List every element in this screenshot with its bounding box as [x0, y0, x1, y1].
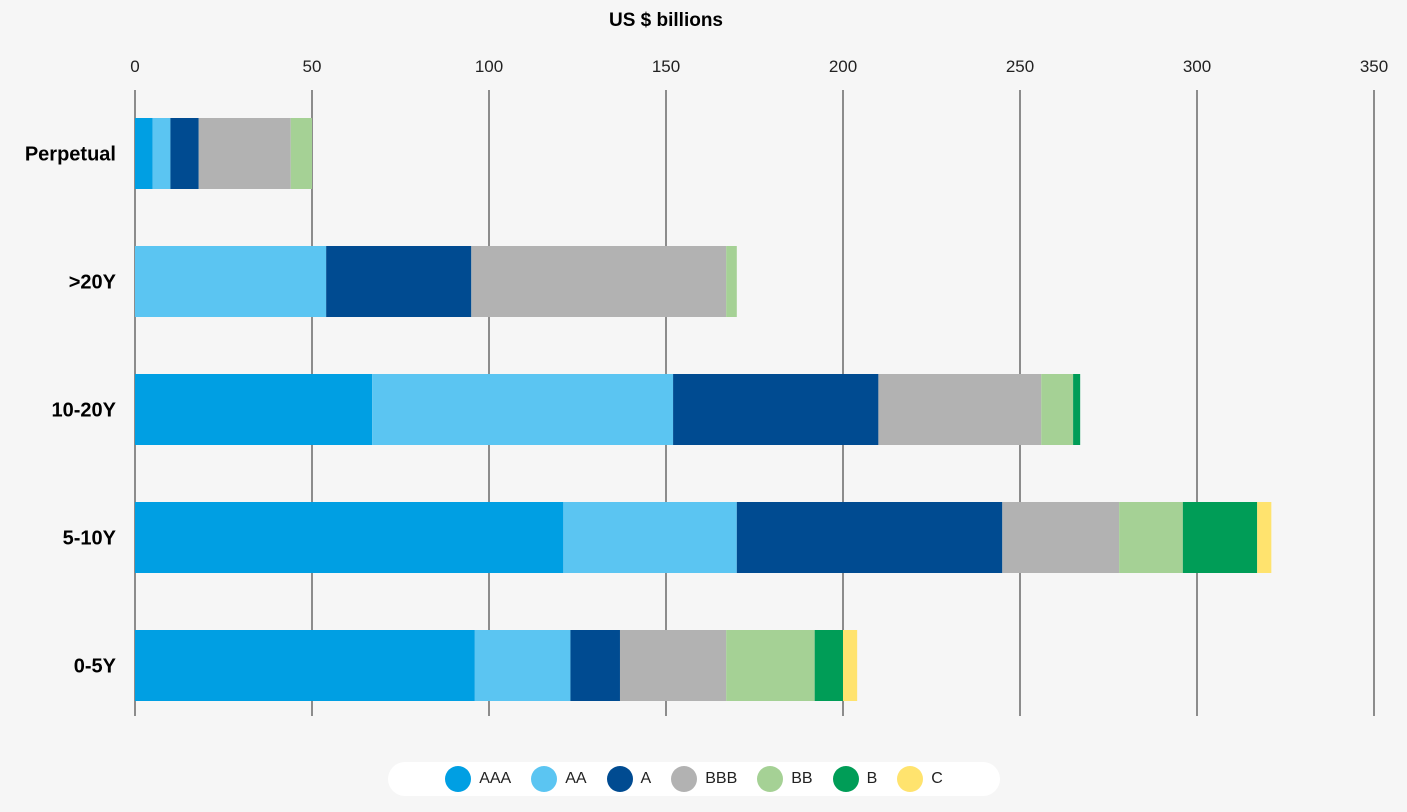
category-label: 5-10Y — [63, 528, 117, 550]
legend-label: AAA — [479, 770, 512, 787]
legend-swatch — [897, 766, 924, 792]
bar-bb-1 — [726, 246, 737, 317]
bar-b-3 — [1182, 502, 1258, 573]
category-label: 10-20Y — [52, 400, 117, 422]
legend: AAA AA A BBB BB B C — [388, 762, 1000, 796]
legend-item-bbb: BBB — [671, 766, 737, 792]
legend-item-a: A — [606, 766, 652, 792]
x-tick-label: 350 — [1360, 57, 1388, 76]
category-labels: Perpetual >20Y 10-20Y 5-10Y 0-5Y — [25, 144, 117, 678]
legend-item-c: C — [897, 766, 943, 792]
bar-bbb-4 — [619, 630, 727, 701]
bar-a-2 — [673, 374, 879, 445]
legend-swatch — [757, 766, 784, 792]
bar-c-3 — [1257, 502, 1272, 573]
legend-label: AA — [565, 770, 587, 787]
x-tick-label: 300 — [1183, 57, 1211, 76]
bar-c-4 — [843, 630, 858, 701]
legend-label: BB — [791, 770, 813, 787]
bar-a-4 — [570, 630, 620, 701]
legend-label: A — [640, 770, 652, 787]
bar-aaa-3 — [135, 502, 564, 573]
bar-aa-4 — [474, 630, 571, 701]
bar-aa-3 — [563, 502, 737, 573]
x-tick-label: 100 — [475, 57, 503, 76]
bar-bbb-0 — [198, 118, 291, 189]
category-label: Perpetual — [25, 144, 116, 166]
legend-swatch — [606, 766, 633, 792]
bar-b-2 — [1073, 374, 1081, 445]
bar-aaa-0 — [135, 118, 153, 189]
legend-swatch — [531, 766, 558, 792]
bar-aaa-2 — [135, 374, 373, 445]
bar-bbb-2 — [878, 374, 1042, 445]
bar-bbb-1 — [471, 246, 727, 317]
bar-bb-0 — [290, 118, 312, 189]
bar-bbb-3 — [1002, 502, 1120, 573]
legend-item-b: B — [832, 766, 878, 792]
bar-a-3 — [736, 502, 1003, 573]
x-tick-label: 250 — [1006, 57, 1034, 76]
x-axis-title: US $ billions — [609, 10, 723, 31]
legend-swatch — [832, 766, 859, 792]
legend-label: C — [931, 770, 943, 787]
x-tick-label: 0 — [130, 57, 139, 76]
bar-bb-4 — [726, 630, 815, 701]
bar-b-4 — [814, 630, 843, 701]
bar-a-0 — [170, 118, 199, 189]
category-label: >20Y — [69, 272, 117, 294]
bar-aa-2 — [372, 374, 674, 445]
legend-item-aa: AA — [531, 766, 587, 792]
bar-bb-3 — [1119, 502, 1183, 573]
x-tick-label: 50 — [303, 57, 322, 76]
x-tick-labels: 0 50 100 150 200 250 300 350 — [130, 57, 1388, 76]
bar-bb-2 — [1041, 374, 1074, 445]
x-tick-label: 150 — [652, 57, 680, 76]
category-label: 0-5Y — [74, 656, 117, 678]
legend-swatch — [445, 766, 472, 792]
bars — [135, 118, 1272, 701]
bar-aa-0 — [152, 118, 171, 189]
legend-label: B — [866, 770, 878, 787]
legend-swatch — [671, 766, 698, 792]
legend-item-bb: BB — [757, 766, 813, 792]
x-tick-label: 200 — [829, 57, 857, 76]
bar-aa-1 — [135, 246, 327, 317]
bar-aaa-4 — [135, 630, 475, 701]
bar-a-1 — [326, 246, 472, 317]
legend-label: BBB — [705, 770, 738, 787]
legend-item-aaa: AAA — [445, 766, 511, 792]
